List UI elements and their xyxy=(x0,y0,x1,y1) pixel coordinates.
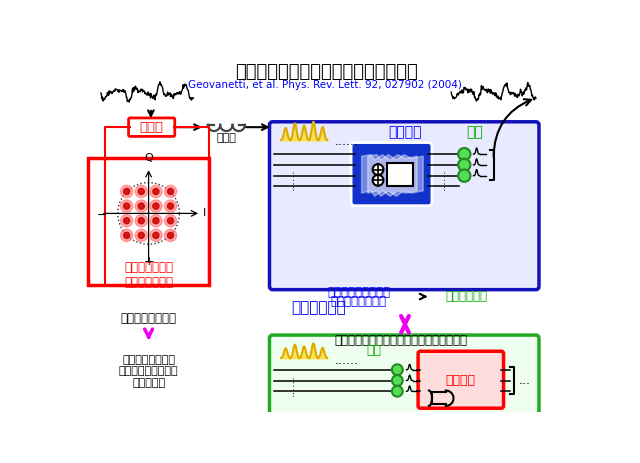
Circle shape xyxy=(120,229,133,242)
Circle shape xyxy=(124,218,130,224)
Circle shape xyxy=(153,218,159,224)
Circle shape xyxy=(392,375,403,386)
Circle shape xyxy=(372,175,383,186)
Circle shape xyxy=(164,185,177,198)
Text: 光子数を識別: 光子数を識別 xyxy=(445,290,488,303)
Text: 従来の技術で十分: 従来の技術で十分 xyxy=(120,313,177,325)
Text: 重ね合わせを生成: 重ね合わせを生成 xyxy=(331,295,387,308)
Text: +: + xyxy=(143,255,154,268)
Circle shape xyxy=(168,188,173,194)
Text: Q: Q xyxy=(144,153,153,163)
Circle shape xyxy=(168,218,173,224)
Circle shape xyxy=(120,214,133,227)
Circle shape xyxy=(153,232,159,238)
Circle shape xyxy=(372,164,383,175)
Circle shape xyxy=(124,188,130,194)
FancyBboxPatch shape xyxy=(269,122,539,290)
Circle shape xyxy=(135,214,147,227)
Text: ...: ... xyxy=(519,374,531,387)
Circle shape xyxy=(138,188,145,194)
Circle shape xyxy=(164,229,177,242)
Circle shape xyxy=(153,203,159,209)
Text: ......: ...... xyxy=(334,354,358,367)
Text: ......: ...... xyxy=(334,135,358,148)
Text: 測定: 測定 xyxy=(466,125,483,139)
Circle shape xyxy=(135,185,147,198)
FancyArrowPatch shape xyxy=(493,99,531,157)
Circle shape xyxy=(153,188,159,194)
Circle shape xyxy=(458,148,470,160)
Text: 測定: 測定 xyxy=(367,344,381,357)
Circle shape xyxy=(150,214,162,227)
Text: ......: ...... xyxy=(286,374,296,396)
Circle shape xyxy=(392,386,403,397)
Circle shape xyxy=(168,232,173,238)
Text: 古典計算: 古典計算 xyxy=(445,374,476,387)
Circle shape xyxy=(150,200,162,212)
Circle shape xyxy=(124,203,130,209)
Circle shape xyxy=(150,229,162,242)
Bar xyxy=(88,158,209,285)
Circle shape xyxy=(458,159,470,171)
Circle shape xyxy=(120,200,133,212)
Circle shape xyxy=(392,364,403,375)
Text: 量子計算: 量子計算 xyxy=(388,125,422,139)
Text: 量子デコーダ: 量子デコーダ xyxy=(291,300,346,316)
Circle shape xyxy=(458,169,470,182)
Text: 符号化: 符号化 xyxy=(140,121,164,134)
Text: −: − xyxy=(97,208,108,221)
Circle shape xyxy=(164,200,177,212)
Circle shape xyxy=(124,232,130,238)
FancyBboxPatch shape xyxy=(351,143,432,206)
Circle shape xyxy=(135,200,147,212)
Circle shape xyxy=(120,185,133,198)
Text: 低電力・大容量通信のための最適方式: 低電力・大容量通信のための最適方式 xyxy=(235,63,418,81)
Circle shape xyxy=(168,203,173,209)
FancyBboxPatch shape xyxy=(269,335,539,414)
Circle shape xyxy=(150,185,162,198)
Circle shape xyxy=(138,232,145,238)
Circle shape xyxy=(164,214,177,227)
Text: 従来技術：測定をしてから古典計算で復号: 従来技術：測定をしてから古典計算で復号 xyxy=(335,334,468,347)
Circle shape xyxy=(135,229,147,242)
Text: レーザ光の直交
位相の多値変調: レーザ光の直交 位相の多値変調 xyxy=(124,261,173,289)
Text: Geovanetti, et al. Phys. Rev. Lett. 92, 027902 (2004).: Geovanetti, et al. Phys. Rev. Lett. 92, … xyxy=(188,80,465,90)
FancyBboxPatch shape xyxy=(129,118,175,137)
Text: 伝送路: 伝送路 xyxy=(216,133,236,143)
FancyBboxPatch shape xyxy=(418,351,504,408)
Circle shape xyxy=(138,203,145,209)
Text: ......: ...... xyxy=(286,168,296,190)
Text: 伝送損失下では、
量子技術を使っても
効果なし。: 伝送損失下では、 量子技術を使っても 効果なし。 xyxy=(119,355,179,388)
Text: 複数の符号語の量子: 複数の符号語の量子 xyxy=(327,286,390,299)
Text: ......: ...... xyxy=(437,168,447,190)
Text: I: I xyxy=(204,208,207,219)
Circle shape xyxy=(138,218,145,224)
FancyBboxPatch shape xyxy=(387,163,413,186)
Text: U: U xyxy=(394,167,406,181)
